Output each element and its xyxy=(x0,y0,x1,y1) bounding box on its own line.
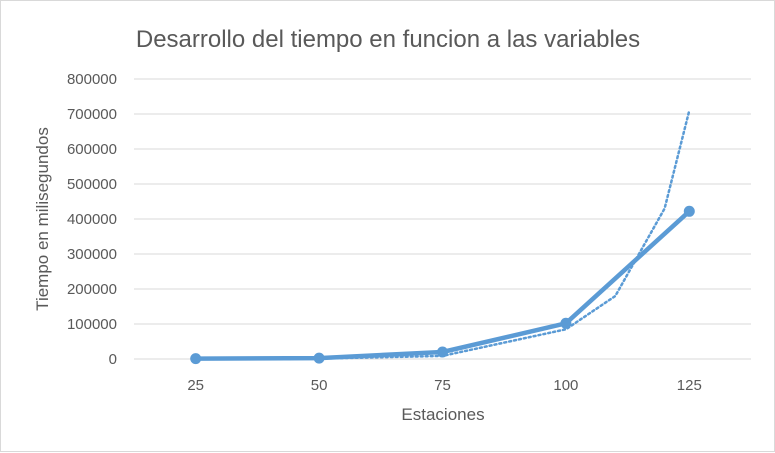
y-tick-label: 500000 xyxy=(67,176,117,193)
y-tick-label: 300000 xyxy=(67,246,117,263)
x-axis-title: Estaciones xyxy=(401,405,484,424)
data-point xyxy=(437,346,448,358)
series-line xyxy=(190,205,695,365)
data-point xyxy=(190,353,202,365)
x-tick-label: 25 xyxy=(187,377,204,394)
trendline xyxy=(194,109,691,361)
y-tick-label: 100000 xyxy=(67,316,117,333)
series-path xyxy=(193,209,692,361)
x-tick-labels: 25 50 75 100 125 xyxy=(187,377,701,394)
trendline-path xyxy=(194,109,691,361)
gridlines xyxy=(134,78,751,360)
x-tick-label: 100 xyxy=(553,377,578,394)
data-point xyxy=(313,352,325,364)
data-point xyxy=(560,317,572,329)
x-tick-label: 75 xyxy=(434,377,451,394)
chart-title: Desarrollo del tiempo en funcion a las v… xyxy=(136,26,640,53)
x-tick-label: 50 xyxy=(311,377,328,394)
y-tick-label: 200000 xyxy=(67,281,117,298)
y-axis-title: Tiempo en milisegundos xyxy=(33,127,52,311)
y-tick-label: 0 xyxy=(109,351,117,368)
y-tick-label: 700000 xyxy=(67,106,117,123)
x-tick-label: 125 xyxy=(677,377,702,394)
data-point xyxy=(683,205,695,217)
y-tick-label: 600000 xyxy=(67,141,117,158)
y-tick-label: 800000 xyxy=(67,71,117,88)
y-tick-label: 400000 xyxy=(67,211,117,228)
y-tick-labels: 0 100000 200000 300000 400000 500000 600000 700… xyxy=(67,71,117,368)
